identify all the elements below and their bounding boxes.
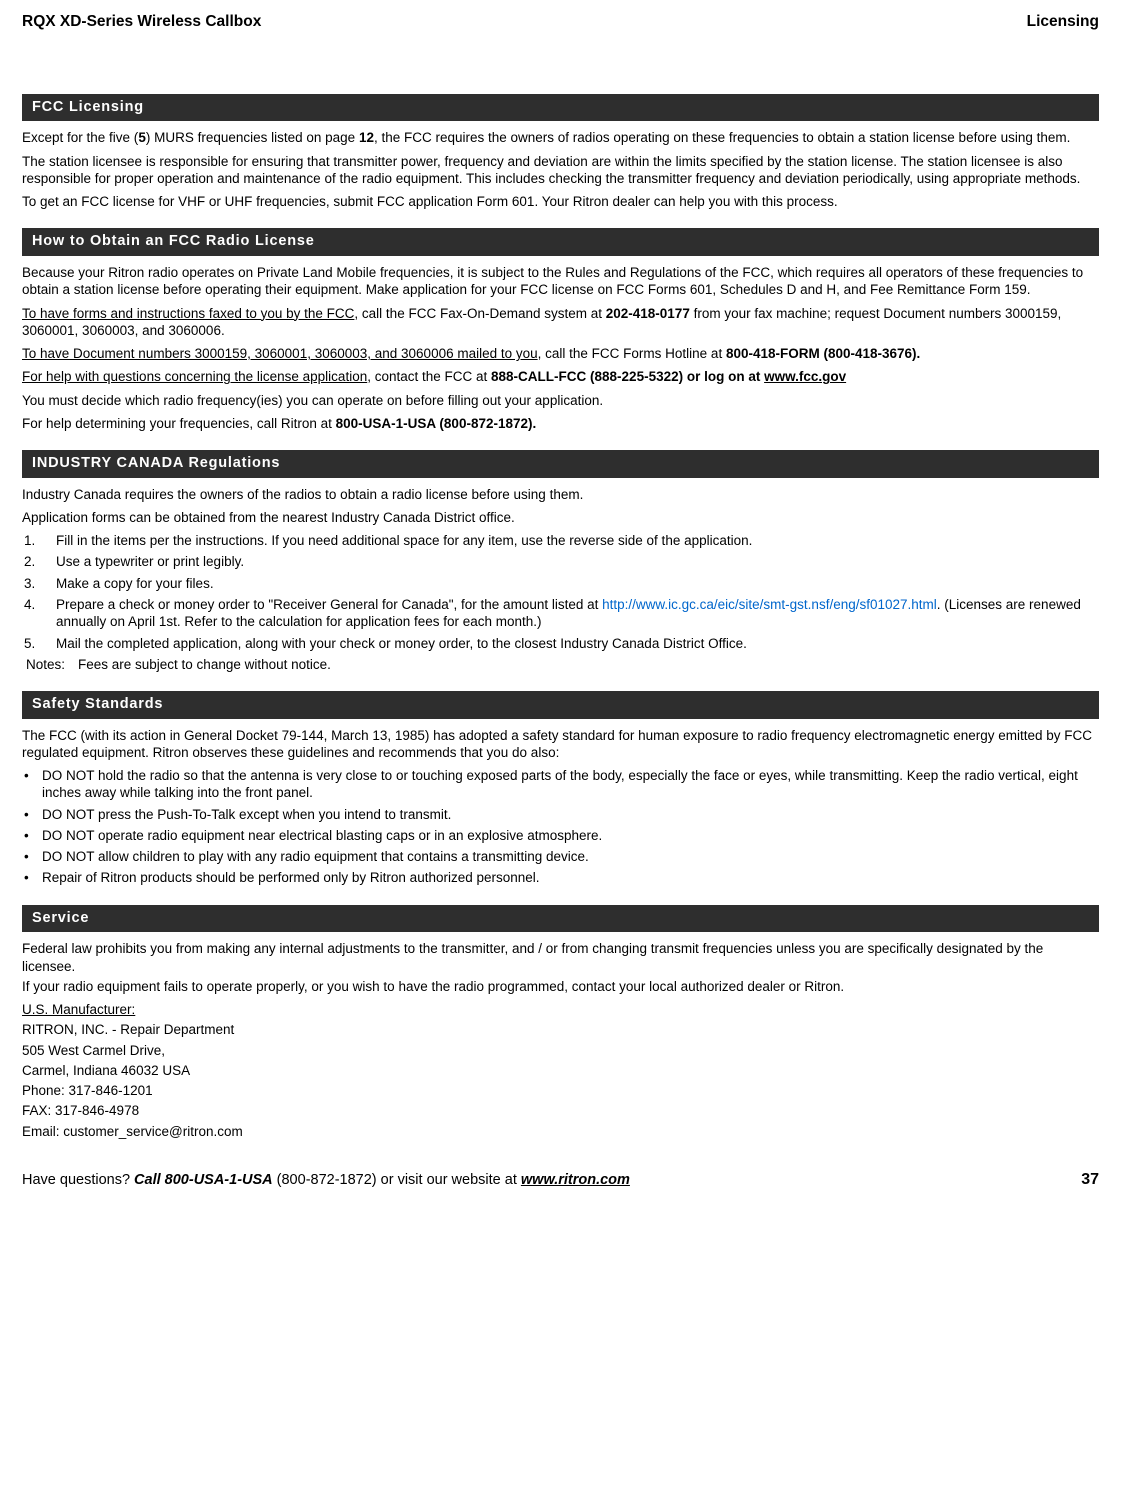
list-number: 2. [22, 553, 56, 570]
list-item: 3.Make a copy for your files. [22, 575, 1099, 592]
text: , contact the FCC at [367, 369, 491, 384]
list-text: DO NOT allow children to play with any r… [42, 848, 589, 865]
list-number: 1. [22, 532, 56, 549]
text-bold: 202-418-0177 [606, 306, 690, 321]
paragraph: To have Document numbers 3000159, 306000… [22, 345, 1099, 362]
page-number: 37 [1081, 1170, 1099, 1190]
doc-title-left: RQX XD-Series Wireless Callbox [22, 12, 261, 32]
paragraph: To have forms and instructions faxed to … [22, 305, 1099, 340]
paragraph: To get an FCC license for VHF or UHF fre… [22, 193, 1099, 210]
text: (800-872-1872) or visit our website at [273, 1172, 521, 1188]
list-text: DO NOT hold the radio so that the antenn… [42, 767, 1099, 802]
text: Prepare a check or money order to "Recei… [56, 597, 602, 612]
text: , the FCC requires the owners of radios … [374, 130, 1070, 145]
list-text: Use a typewriter or print legibly. [56, 553, 1099, 570]
bullet-list: DO NOT hold the radio so that the antenn… [22, 767, 1099, 887]
section-body-industry-canada: Industry Canada requires the owners of t… [22, 486, 1099, 673]
text-underline: To have Document numbers 3000159, 306000… [22, 346, 538, 361]
list-text: DO NOT operate radio equipment near elec… [42, 827, 602, 844]
list-item: 5.Mail the completed application, along … [22, 635, 1099, 652]
list-number: 4. [22, 596, 56, 631]
paragraph: If your radio equipment fails to operate… [22, 978, 1099, 995]
paragraph: Except for the five (5) MURS frequencies… [22, 129, 1099, 146]
list-item: 2.Use a typewriter or print legibly. [22, 553, 1099, 570]
address-line: RITRON, INC. - Repair Department [22, 1021, 1099, 1038]
list-item: Repair of Ritron products should be perf… [22, 869, 1099, 886]
text: ) MURS frequencies listed on page [146, 130, 359, 145]
section-heading-service: Service [22, 905, 1099, 933]
notes-text: Fees are subject to change without notic… [78, 656, 331, 673]
section-heading-industry-canada: INDUSTRY CANADA Regulations [22, 450, 1099, 478]
paragraph: For help determining your frequencies, c… [22, 415, 1099, 432]
list-text: DO NOT press the Push-To-Talk except whe… [42, 806, 451, 823]
address-line: Carmel, Indiana 46032 USA [22, 1062, 1099, 1079]
notes-label: Notes: [22, 656, 78, 673]
list-item: DO NOT allow children to play with any r… [22, 848, 1099, 865]
text-underline: For help with questions concerning the l… [22, 369, 367, 384]
list-item: DO NOT press the Push-To-Talk except whe… [22, 806, 1099, 823]
address-line: FAX: 317-846-4978 [22, 1102, 1099, 1119]
section-body-service: Federal law prohibits you from making an… [22, 940, 1099, 1140]
section-body-safety: The FCC (with its action in General Dock… [22, 727, 1099, 887]
list-number: 5. [22, 635, 56, 652]
list-item: 4.Prepare a check or money order to "Rec… [22, 596, 1099, 631]
text: For help determining your frequencies, c… [22, 416, 336, 431]
list-text: Fill in the items per the instructions. … [56, 532, 1099, 549]
doc-title-right: Licensing [1027, 12, 1099, 32]
manufacturer-heading: U.S. Manufacturer: [22, 1001, 1099, 1018]
list-item: DO NOT hold the radio so that the antenn… [22, 767, 1099, 802]
text-bold: 888-CALL-FCC (888-225-5322) or log on at [491, 369, 764, 384]
page-footer: Have questions? Call 800-USA-1-USA (800-… [22, 1170, 1099, 1190]
footer-text: Have questions? Call 800-USA-1-USA (800-… [22, 1171, 630, 1190]
list-text: Mail the completed application, along wi… [56, 635, 1099, 652]
footer-link[interactable]: www.ritron.com [521, 1172, 630, 1188]
section-heading-safety: Safety Standards [22, 691, 1099, 719]
text-bold: 5 [138, 130, 146, 145]
text-underline: U.S. Manufacturer: [22, 1002, 135, 1017]
notes-row: Notes: Fees are subject to change withou… [22, 656, 1099, 673]
text-bold: 12 [359, 130, 374, 145]
text-bold: 800-418-FORM (800-418-3676). [726, 346, 920, 361]
address-line: Email: customer_service@ritron.com [22, 1123, 1099, 1140]
list-text: Make a copy for your files. [56, 575, 1099, 592]
text-bold: 800-USA-1-USA (800-872-1872). [336, 416, 537, 431]
paragraph: The FCC (with its action in General Dock… [22, 727, 1099, 762]
text-bold-italic: Call 800-USA-1-USA [134, 1172, 273, 1188]
address-line: Phone: 317-846-1201 [22, 1082, 1099, 1099]
text: Have questions? [22, 1172, 134, 1188]
section-body-fcc-licensing: Except for the five (5) MURS frequencies… [22, 129, 1099, 210]
address-line: 505 West Carmel Drive, [22, 1042, 1099, 1059]
paragraph: The station licensee is responsible for … [22, 153, 1099, 188]
section-body-how-obtain: Because your Ritron radio operates on Pr… [22, 264, 1099, 432]
paragraph: Application forms can be obtained from t… [22, 509, 1099, 526]
list-number: 3. [22, 575, 56, 592]
numbered-list: 1.Fill in the items per the instructions… [22, 532, 1099, 652]
text-underline: To have forms and instructions faxed to … [22, 306, 354, 321]
paragraph: Industry Canada requires the owners of t… [22, 486, 1099, 503]
section-heading-fcc-licensing: FCC Licensing [22, 94, 1099, 122]
paragraph: You must decide which radio frequency(ie… [22, 392, 1099, 409]
text: , call the FCC Forms Hotline at [538, 346, 726, 361]
text: Except for the five ( [22, 130, 138, 145]
list-text: Repair of Ritron products should be perf… [42, 869, 540, 886]
list-item: DO NOT operate radio equipment near elec… [22, 827, 1099, 844]
text: , call the FCC Fax-On-Demand system at [354, 306, 605, 321]
text-bold-underline: www.fcc.gov [764, 369, 846, 384]
paragraph: Federal law prohibits you from making an… [22, 940, 1099, 975]
paragraph: For help with questions concerning the l… [22, 368, 1099, 385]
section-heading-how-obtain: How to Obtain an FCC Radio License [22, 228, 1099, 256]
list-item: 1.Fill in the items per the instructions… [22, 532, 1099, 549]
paragraph: Because your Ritron radio operates on Pr… [22, 264, 1099, 299]
link[interactable]: http://www.ic.gc.ca/eic/site/smt-gst.nsf… [602, 597, 937, 612]
list-text: Prepare a check or money order to "Recei… [56, 596, 1099, 631]
